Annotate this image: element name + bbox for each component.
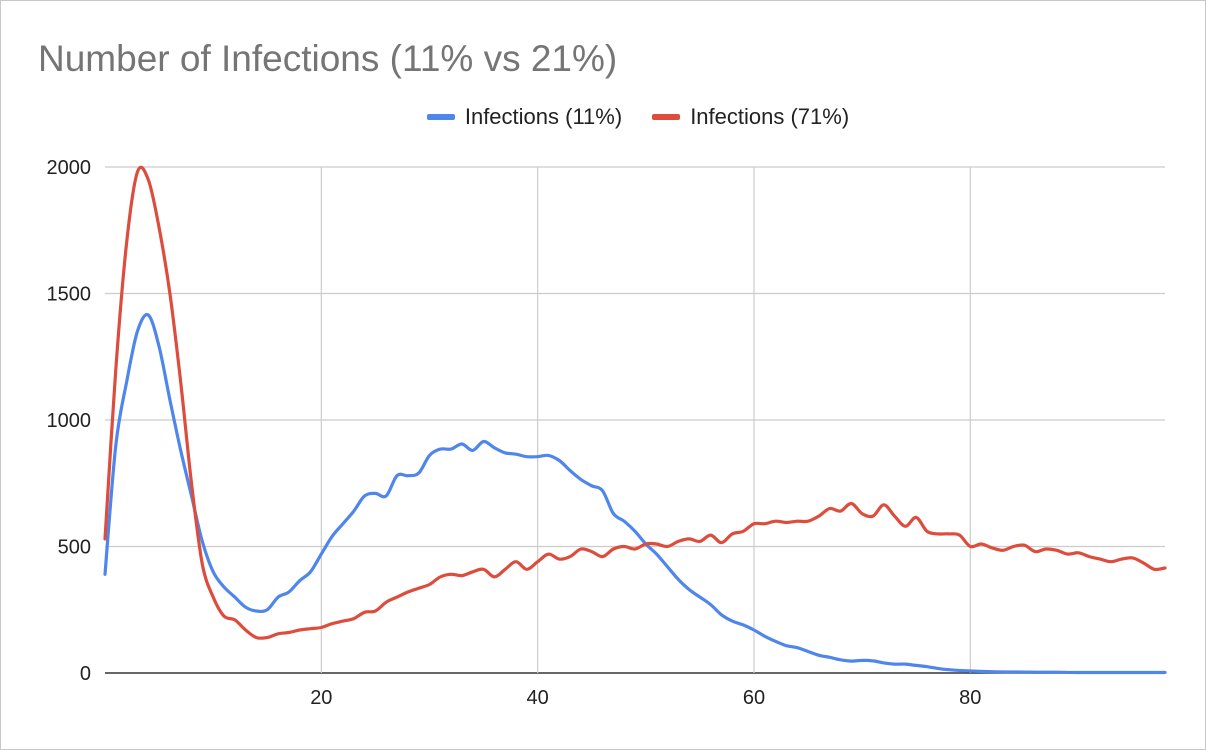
y-tick-label: 0: [80, 663, 91, 685]
chart-legend: Infections (11%) Infections (71%): [0, 104, 1206, 130]
x-tick-label: 20: [310, 687, 332, 709]
x-tick-label: 60: [743, 687, 765, 709]
y-tick-label: 1000: [47, 410, 92, 432]
y-tick-label: 2000: [47, 157, 92, 179]
x-tick-label: 40: [527, 687, 549, 709]
y-tick-label: 1500: [47, 284, 92, 306]
x-tick-label: 80: [959, 687, 981, 709]
legend-swatch-series-2: [652, 114, 681, 120]
series-line-2: [103, 165, 1167, 640]
chart-title: Number of Infections (11% vs 21%): [38, 38, 618, 79]
legend-label-series-1: Infections (11%): [464, 104, 623, 129]
legend-label-series-2: Infections (71%): [690, 104, 850, 129]
legend-item-series-2[interactable]: Infections (71%): [652, 104, 849, 130]
legend-item-series-1[interactable]: Infections (11%): [357, 104, 622, 130]
legend-swatch-series-1: [426, 114, 455, 120]
y-tick-label: 500: [58, 537, 91, 559]
series-line-1: [103, 313, 1167, 675]
